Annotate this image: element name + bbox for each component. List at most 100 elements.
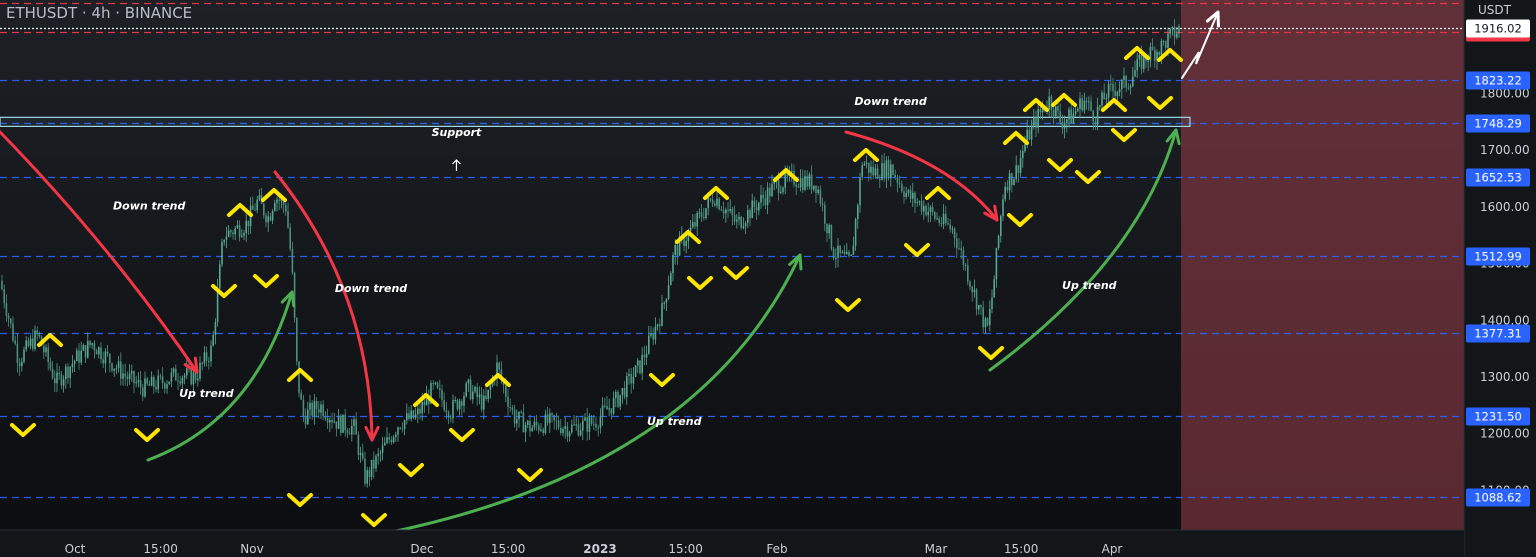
peak-marker xyxy=(261,188,287,202)
candle-body xyxy=(524,424,527,433)
candle-body xyxy=(986,318,989,326)
candle-body xyxy=(333,421,335,423)
peak-marker xyxy=(227,203,253,217)
down-trend-arrow-head xyxy=(183,356,199,374)
price-label: 1512.99 xyxy=(1474,250,1522,264)
candle-body xyxy=(223,239,225,243)
candle-body xyxy=(610,408,613,414)
candle-body xyxy=(736,219,738,222)
candle-body xyxy=(881,163,883,180)
candle-body xyxy=(973,289,976,293)
time-axis[interactable] xyxy=(0,530,1464,557)
candle-body xyxy=(562,428,564,434)
candle-body xyxy=(190,367,192,385)
candle-body xyxy=(1074,111,1077,114)
candle-body xyxy=(58,372,60,375)
candle-body xyxy=(859,177,861,206)
candle-body xyxy=(267,216,269,223)
price-label-bg xyxy=(1466,324,1530,343)
peak-marker xyxy=(675,230,701,244)
candle-body xyxy=(980,305,982,308)
candle-body xyxy=(1138,54,1141,60)
candle-body xyxy=(177,380,179,382)
candle-body xyxy=(912,192,914,199)
candle-body xyxy=(692,222,694,228)
candle-body xyxy=(824,204,826,224)
candle-body xyxy=(1000,216,1002,236)
candle-body xyxy=(689,227,692,231)
price-axis[interactable] xyxy=(1464,0,1536,557)
x-tick-label: Apr xyxy=(1102,542,1123,556)
candle-body xyxy=(1105,97,1108,100)
candle-body xyxy=(766,187,769,206)
candle-body xyxy=(425,395,428,406)
candle-body xyxy=(34,330,36,349)
candle-body xyxy=(956,238,958,249)
candle-body xyxy=(997,235,1000,249)
candle-body xyxy=(445,410,448,413)
candle-body xyxy=(914,192,916,204)
candle-body xyxy=(157,375,159,390)
candle-body xyxy=(663,302,665,304)
candle-body xyxy=(199,362,201,379)
candle-body xyxy=(498,362,500,370)
candle-body xyxy=(27,340,30,346)
candle-body xyxy=(192,372,195,385)
candle-body xyxy=(1028,129,1031,140)
candle-body xyxy=(509,406,511,408)
candle-body xyxy=(975,289,978,310)
candle-body xyxy=(894,174,896,178)
candle-body xyxy=(487,389,489,399)
candle-body xyxy=(1048,96,1050,110)
annotations: Down trend Down trend Up trend Up trend Down… xyxy=(113,95,1117,428)
candle-body xyxy=(813,185,815,190)
candle-body xyxy=(1162,41,1165,43)
candle-body xyxy=(300,392,302,400)
candle-body xyxy=(236,225,239,229)
candle-body xyxy=(296,317,298,362)
candle-body xyxy=(181,377,184,384)
candle-body xyxy=(1059,111,1061,123)
candle-body xyxy=(1072,113,1075,124)
candle-body xyxy=(291,248,294,273)
candle-body xyxy=(326,418,329,423)
candle-body xyxy=(566,426,569,437)
candle-body xyxy=(69,366,71,378)
candle-body xyxy=(678,235,681,256)
candle-body xyxy=(390,439,393,443)
price-label-bg xyxy=(1466,168,1530,187)
candle-body xyxy=(852,245,855,255)
candle-body xyxy=(212,334,214,346)
candle-body xyxy=(410,410,412,420)
x-tick-label: Dec xyxy=(410,542,433,556)
candle-body xyxy=(876,168,879,179)
candle-body xyxy=(837,245,839,258)
candle-body xyxy=(368,470,371,478)
candle-body xyxy=(819,189,822,204)
candle-body xyxy=(665,298,668,303)
candle-body xyxy=(749,210,751,219)
candle-body xyxy=(615,392,617,398)
candle-body xyxy=(29,338,32,346)
candle-body xyxy=(386,437,388,443)
candle-body xyxy=(214,322,217,335)
trough-marker xyxy=(211,284,237,298)
candle-body xyxy=(1077,108,1079,112)
candle-body xyxy=(645,353,648,358)
candle-body xyxy=(344,414,346,431)
candle-body xyxy=(599,416,602,428)
candle-body xyxy=(1024,144,1026,152)
candle-body xyxy=(485,395,487,399)
candle-body xyxy=(263,203,265,216)
candle-body xyxy=(463,396,465,406)
candle-body xyxy=(397,427,399,435)
candle-body xyxy=(674,244,676,255)
candle-body xyxy=(131,371,133,374)
candle-body xyxy=(115,368,118,370)
trough-marker xyxy=(253,274,279,288)
candle-body xyxy=(637,360,639,366)
candle-body xyxy=(632,376,635,384)
candle-body xyxy=(731,209,734,216)
